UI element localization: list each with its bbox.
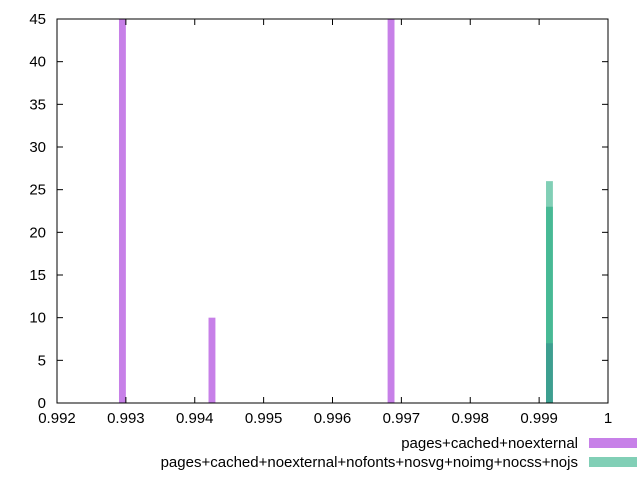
x-tick-label: 0.992 [38, 410, 76, 427]
series-0-bar-2 [387, 19, 395, 403]
x-tick-label: 0.994 [176, 410, 214, 427]
legend-swatch-0 [589, 438, 637, 448]
x-tick-label: 0.993 [107, 410, 145, 427]
axes-layer: 0.992 0.993 0.994 0.995 0.996 0.997 0.998 0.999… [29, 11, 612, 427]
y-tick-label: 5 [38, 352, 46, 369]
plot-frame [56, 18, 609, 404]
bars-layer [118, 19, 553, 403]
x-tick-label: 0.995 [245, 410, 283, 427]
y-tick-label: 25 [29, 182, 46, 199]
series-0-bar-1 [208, 317, 216, 403]
series-1-bar-1 [546, 206, 553, 403]
y-tick-label: 30 [29, 139, 46, 156]
legend: pages+cached+noexternal pages+cached+noex… [161, 435, 637, 471]
x-tick-label: 1 [604, 410, 612, 427]
y-tick-label: 0 [38, 395, 46, 412]
legend-label-1: pages+cached+noexternal+nofonts+nosvg+no… [161, 454, 578, 471]
y-tick-label: 35 [29, 96, 46, 113]
y-tick-label: 20 [29, 224, 46, 241]
legend-swatch-1 [589, 457, 637, 467]
y-tick-label: 45 [29, 11, 46, 28]
y-tick-label: 10 [29, 310, 46, 327]
x-tick-label: 0.996 [314, 410, 352, 427]
x-tick-label: 0.998 [451, 410, 489, 427]
x-tick-label: 0.999 [520, 410, 558, 427]
series-0-bar-0 [118, 19, 126, 403]
x-tick-label: 0.997 [383, 410, 421, 427]
y-tick-label: 15 [29, 267, 46, 284]
y-tick-label: 40 [29, 54, 46, 71]
legend-label-0: pages+cached+noexternal [401, 435, 578, 452]
